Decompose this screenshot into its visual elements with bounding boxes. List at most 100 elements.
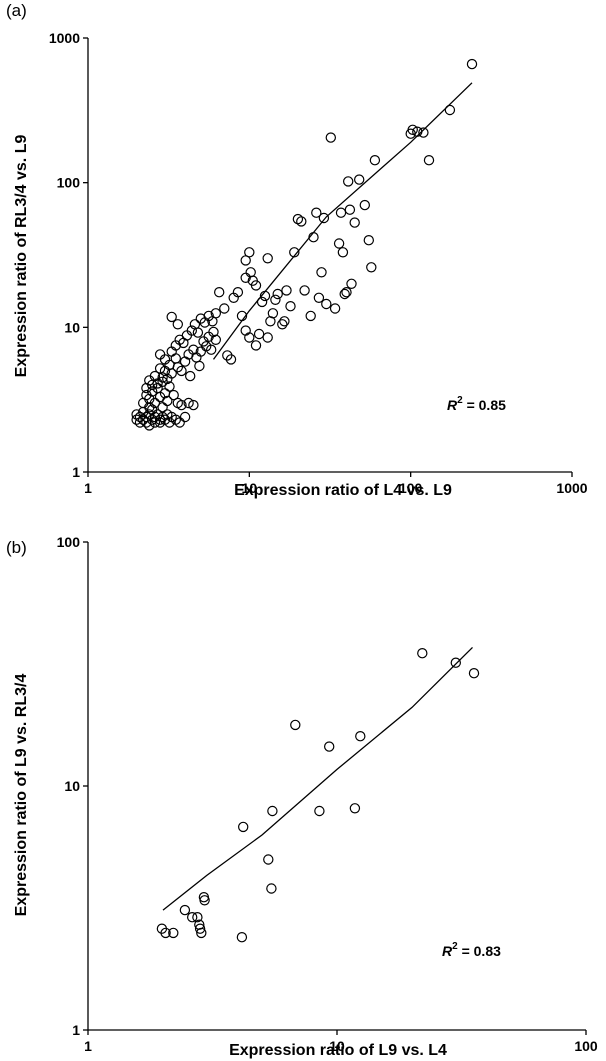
data-point [321, 298, 332, 310]
data-point [299, 285, 310, 296]
data-point [236, 310, 248, 322]
data-point [311, 207, 322, 218]
data-point [166, 311, 177, 323]
data-point [199, 895, 210, 906]
panel-b-label: (b) [6, 538, 27, 557]
data-point [166, 368, 177, 379]
data-point [245, 267, 256, 278]
data-point [253, 328, 265, 340]
panel-b: (b) 1 10 100 1 10 100 Expression ratio of L9 … [6, 534, 598, 1059]
data-point [168, 389, 179, 401]
data-point [324, 741, 335, 752]
data-point [144, 420, 155, 431]
data-point [296, 216, 307, 227]
data-point [232, 287, 244, 298]
data-point [159, 354, 171, 365]
data-point [154, 414, 166, 425]
data-point [219, 303, 230, 314]
data-point [444, 104, 456, 116]
data-point [213, 287, 225, 298]
data-point [325, 132, 336, 143]
data-point [176, 365, 187, 377]
data-point [281, 285, 292, 296]
data-point [366, 262, 377, 273]
data-point [267, 805, 278, 817]
data-point [194, 919, 205, 930]
data-point [172, 362, 183, 373]
r-squared-annotation-a: R2 = 0.85 [447, 395, 506, 413]
r2-symbol-a: R [447, 397, 458, 413]
data-point [466, 58, 478, 70]
data-point [290, 719, 301, 731]
data-point [183, 397, 194, 409]
data-point [157, 372, 168, 383]
x-tick-label: 10 [242, 480, 258, 496]
data-point [363, 234, 374, 246]
data-point [149, 411, 161, 423]
data-point [349, 803, 361, 814]
data-point [343, 176, 354, 187]
data-point [314, 805, 325, 817]
data-point [134, 417, 146, 428]
regression-line [162, 646, 473, 911]
x-tick-label: 1 [84, 1038, 92, 1054]
data-point [272, 288, 283, 300]
data-point [256, 296, 268, 308]
data-point [450, 657, 461, 668]
data-point [279, 316, 290, 327]
data-point [196, 927, 207, 939]
data-point [329, 303, 341, 314]
panel-a: (a) 1 10 100 1000 1 10 100 1000 Expression rati… [6, 1, 588, 499]
y-axis-title-a: Expression ratio of RL3/4 vs. L9 [13, 135, 30, 378]
data-point [186, 912, 198, 923]
data-point [192, 912, 203, 923]
data-point [168, 927, 179, 939]
data-point [305, 310, 316, 322]
y-tick-label: 1 [72, 1022, 80, 1038]
x-axis-title-b: Expression ratio of L9 vs. L4 [229, 1042, 447, 1059]
x-axis-title-a: Expression ratio of L4 vs. L9 [234, 482, 452, 499]
y-tick-label: 10 [64, 778, 80, 794]
x-tick-label: 100 [574, 1038, 598, 1054]
data-point [170, 340, 181, 351]
data-point [259, 290, 271, 302]
r2-value-a: = 0.85 [463, 397, 506, 413]
data-point [277, 319, 288, 330]
data-point [203, 310, 214, 322]
data-point [172, 319, 183, 330]
data-point [354, 174, 365, 185]
r2-symbol-b: R [442, 943, 453, 959]
data-point [262, 332, 273, 343]
regression-line [212, 82, 473, 360]
panel-a-label: (a) [6, 1, 27, 20]
data-point [270, 294, 281, 305]
data-point [131, 414, 142, 425]
y-tick-label: 100 [57, 175, 81, 191]
data-point [174, 417, 185, 428]
data-point [146, 386, 158, 397]
y-tick-label: 1 [72, 464, 80, 480]
data-point [250, 280, 262, 291]
data-point [418, 127, 429, 138]
data-point [289, 247, 300, 258]
data-point [236, 932, 248, 943]
data-point [244, 332, 255, 343]
data-point [417, 648, 428, 659]
data-point [210, 308, 221, 319]
data-point [333, 238, 345, 249]
data-point [346, 278, 357, 289]
data-point [192, 327, 204, 338]
data-point [292, 213, 304, 225]
y-tick-label: 100 [57, 534, 81, 550]
data-point [337, 247, 349, 258]
data-point [344, 204, 356, 215]
data-point [313, 292, 325, 303]
data-point [263, 854, 274, 865]
r-squared-annotation-b: R2 = 0.83 [442, 941, 501, 959]
data-point [170, 353, 181, 364]
data-point [149, 370, 161, 382]
y-tick-label: 10 [64, 319, 80, 335]
x-tick-label: 100 [399, 480, 423, 496]
data-point [423, 154, 435, 166]
data-point [194, 360, 205, 372]
